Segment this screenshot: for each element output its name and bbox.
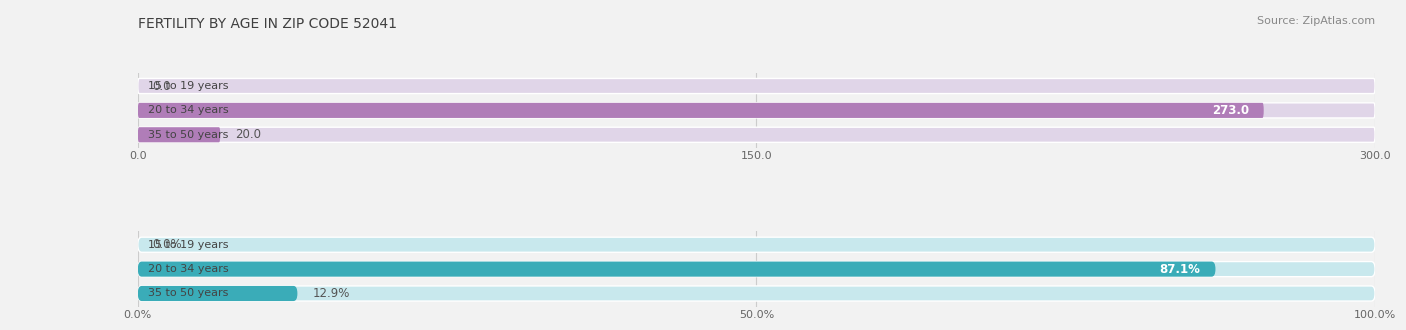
FancyBboxPatch shape [138,286,1375,301]
Text: 20 to 34 years: 20 to 34 years [148,105,228,115]
Text: 87.1%: 87.1% [1160,263,1201,276]
Text: 273.0: 273.0 [1212,104,1249,117]
FancyBboxPatch shape [138,262,1375,277]
Text: 20 to 34 years: 20 to 34 years [148,264,228,274]
Text: 15 to 19 years: 15 to 19 years [148,240,228,250]
FancyBboxPatch shape [138,103,1264,118]
FancyBboxPatch shape [138,262,1215,277]
Text: 35 to 50 years: 35 to 50 years [148,130,228,140]
FancyBboxPatch shape [138,237,1375,252]
Text: FERTILITY BY AGE IN ZIP CODE 52041: FERTILITY BY AGE IN ZIP CODE 52041 [138,16,396,30]
Text: 0.0: 0.0 [153,80,172,92]
FancyBboxPatch shape [138,286,298,301]
Text: Source: ZipAtlas.com: Source: ZipAtlas.com [1257,16,1375,26]
Text: 12.9%: 12.9% [312,287,350,300]
FancyBboxPatch shape [138,103,1375,118]
Text: 35 to 50 years: 35 to 50 years [148,288,228,299]
Text: 15 to 19 years: 15 to 19 years [148,81,228,91]
FancyBboxPatch shape [138,127,1375,142]
Text: 0.0%: 0.0% [153,238,183,251]
FancyBboxPatch shape [138,79,1375,94]
FancyBboxPatch shape [138,127,221,142]
Text: 20.0: 20.0 [235,128,262,141]
